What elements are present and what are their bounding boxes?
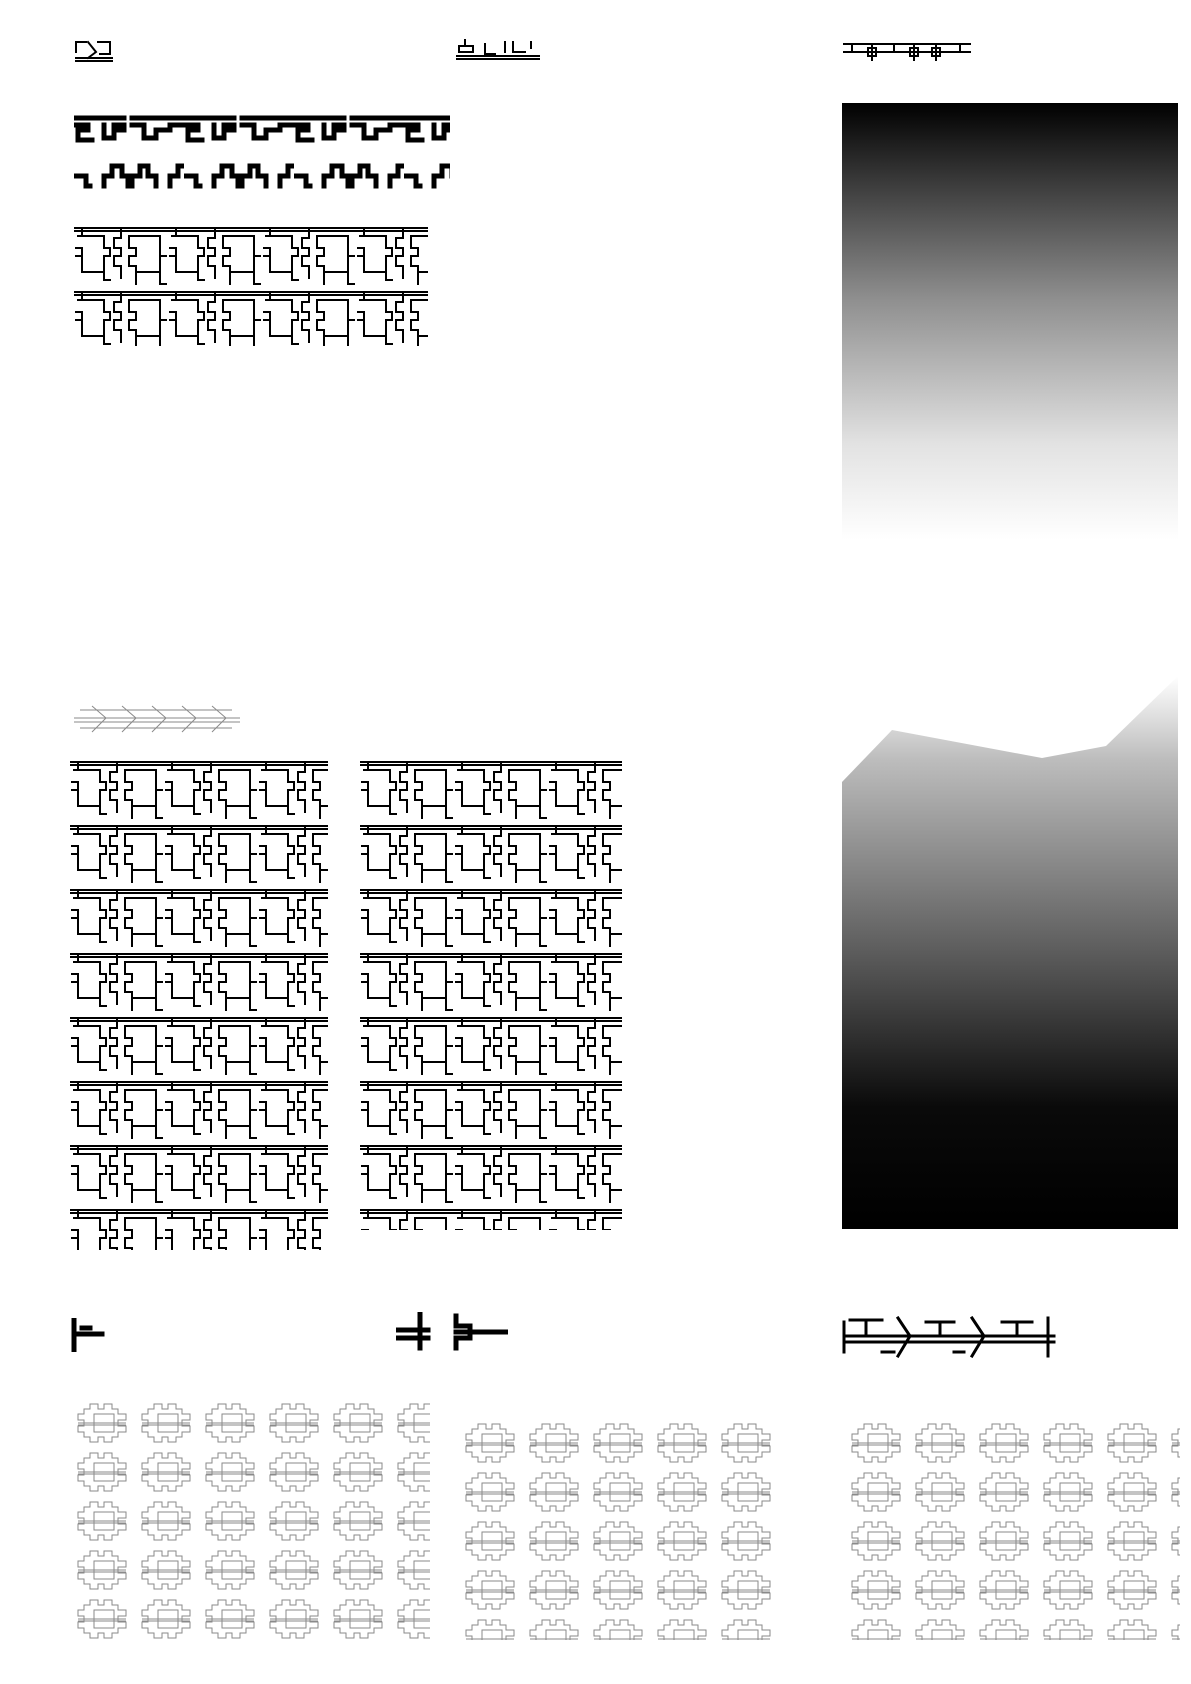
glyph-mark-icon xyxy=(455,38,541,64)
maze-pattern-small xyxy=(74,226,428,346)
faint-tile-pattern-right xyxy=(850,1420,1180,1640)
glyph-mark-icon xyxy=(70,1318,106,1352)
thick-frieze-pattern xyxy=(74,114,450,198)
gradient-panel-bottom xyxy=(842,676,1178,1229)
maze-pattern-large-left xyxy=(70,760,328,1250)
faint-tile-pattern-left xyxy=(76,1400,430,1640)
thin-ornament-strip xyxy=(72,700,242,738)
maze-pattern-large-right xyxy=(360,760,622,1230)
gradient-panel-top xyxy=(842,103,1178,540)
faint-tile-pattern-middle xyxy=(464,1420,784,1640)
glyph-mark-icon xyxy=(74,40,114,62)
glyph-mark-icon xyxy=(842,40,972,64)
glyph-mark-icon xyxy=(842,1316,1056,1358)
glyph-mark-icon xyxy=(396,1312,508,1352)
